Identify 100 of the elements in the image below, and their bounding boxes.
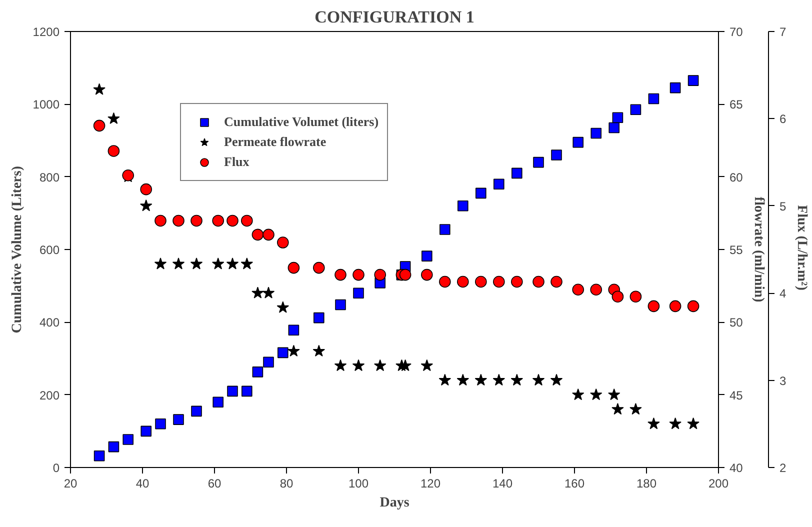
point xyxy=(590,388,602,400)
point xyxy=(439,276,451,288)
point xyxy=(648,418,660,430)
y3-tick-label: 7 xyxy=(780,25,786,39)
point xyxy=(276,301,290,313)
point xyxy=(493,276,505,288)
x-tick-label: 200 xyxy=(708,476,729,490)
x-tick-label: 80 xyxy=(280,476,294,490)
point xyxy=(227,386,238,397)
point xyxy=(458,200,468,212)
y3-tick-label: 6 xyxy=(780,112,786,126)
x-tick-label: 60 xyxy=(208,476,222,490)
y-tick-label: 600 xyxy=(39,243,60,257)
y3-axis-title: Flux (L/hr.m²) xyxy=(794,205,810,291)
point xyxy=(313,262,325,274)
point xyxy=(108,112,120,124)
point xyxy=(590,284,602,296)
point xyxy=(226,258,239,270)
y-tick-label: 200 xyxy=(39,388,60,402)
point xyxy=(172,258,185,270)
y2-tick-label: 45 xyxy=(730,388,744,402)
point xyxy=(572,284,584,296)
x-tick-label: 100 xyxy=(348,476,369,490)
point xyxy=(456,374,470,386)
y-tick-label: 0 xyxy=(52,461,60,475)
y2-axis-title: flowrate (ml/min) xyxy=(750,196,766,303)
y2-tick-label: 50 xyxy=(730,316,744,330)
point xyxy=(288,262,300,274)
y-tick-label: 400 xyxy=(39,316,60,330)
point xyxy=(612,112,624,124)
y3-tick-label: 2 xyxy=(780,461,786,475)
point xyxy=(252,286,264,298)
point xyxy=(551,150,562,160)
point xyxy=(550,276,562,288)
y-tick-label: 800 xyxy=(39,170,60,184)
point xyxy=(154,258,167,270)
point xyxy=(572,136,584,148)
point xyxy=(512,168,522,179)
point xyxy=(440,224,450,235)
point xyxy=(312,344,326,356)
point xyxy=(669,300,682,312)
point xyxy=(422,250,432,262)
point xyxy=(314,312,324,324)
point xyxy=(122,434,134,445)
point xyxy=(172,214,184,227)
point xyxy=(212,258,224,270)
point xyxy=(374,268,386,281)
point xyxy=(421,268,433,281)
point xyxy=(687,300,700,312)
x-tick-label: 20 xyxy=(64,476,78,490)
x-tick-label: 120 xyxy=(420,476,441,490)
point xyxy=(670,82,681,94)
y2-tick-label: 40 xyxy=(730,461,744,475)
point xyxy=(140,183,152,196)
point xyxy=(648,300,660,312)
point xyxy=(688,75,699,86)
point xyxy=(93,120,106,132)
point xyxy=(572,388,584,400)
point xyxy=(533,156,544,168)
chart-title: CONFIGURATION 1 xyxy=(314,8,474,26)
point xyxy=(277,236,289,248)
legend-label: Permeate flowrate xyxy=(224,133,326,151)
x-tick-label: 160 xyxy=(564,476,585,490)
x-tick-label: 180 xyxy=(636,476,657,490)
point xyxy=(190,214,202,227)
point xyxy=(288,324,300,336)
point xyxy=(352,268,364,281)
point xyxy=(475,276,487,288)
point xyxy=(669,418,682,430)
point xyxy=(474,374,488,386)
point xyxy=(438,374,452,386)
x-axis-title: Days xyxy=(380,496,410,510)
y2-tick-label: 65 xyxy=(730,98,744,112)
point xyxy=(420,359,434,372)
point xyxy=(241,214,253,227)
x-tick-label: 40 xyxy=(136,476,150,490)
point xyxy=(94,450,105,462)
y-tick-label: 1200 xyxy=(32,25,60,39)
point xyxy=(334,359,347,372)
point xyxy=(278,347,288,358)
point xyxy=(457,276,469,288)
point xyxy=(262,228,274,241)
point xyxy=(190,258,203,270)
point xyxy=(288,344,300,356)
point xyxy=(335,299,346,310)
point xyxy=(140,200,152,212)
point xyxy=(155,418,166,430)
point xyxy=(240,258,254,270)
point xyxy=(608,122,620,134)
point xyxy=(252,366,264,378)
point xyxy=(252,228,264,241)
point xyxy=(226,214,238,227)
point xyxy=(510,374,524,386)
point xyxy=(608,388,620,400)
point xyxy=(630,290,642,302)
point xyxy=(494,178,504,190)
y2-tick-label: 70 xyxy=(730,25,744,39)
point xyxy=(648,93,660,104)
point xyxy=(242,386,252,397)
point xyxy=(154,214,166,227)
